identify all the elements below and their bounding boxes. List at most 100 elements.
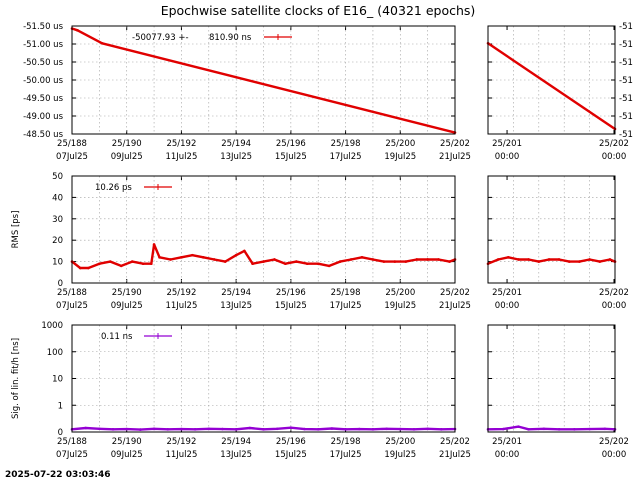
sig-zoom-panel: 25/201 00:00 25/202 00:00: [486, 324, 629, 460]
data-point: [119, 264, 123, 268]
data-point: [284, 262, 287, 266]
x-tick-label: 25/190: [112, 139, 142, 149]
data-point: [517, 258, 520, 261]
x-tick-label-date: 11Jul25: [165, 152, 197, 162]
data-point: [557, 428, 561, 431]
x-tick-label: 25/200: [385, 437, 415, 447]
x-tick-label: 25/202: [440, 437, 470, 447]
data-point: [542, 427, 546, 431]
x-tick-label-date: 17Jul25: [330, 152, 362, 162]
y-tick-label: -50.50 us: [23, 58, 63, 68]
x-tick-label-date: 00:00: [495, 301, 520, 311]
data-series-line: [487, 256, 616, 265]
chart-panels: -48.50 us -49.00 us -49.50 us -50.00 us -50.…: [11, 22, 633, 460]
data-point: [212, 258, 216, 261]
data-point: [501, 427, 505, 431]
data-point: [111, 428, 115, 431]
data-point: [547, 258, 551, 261]
x-tick-label: 25/200: [385, 139, 415, 149]
x-tick-label: 25/188: [57, 437, 87, 447]
data-point: [588, 258, 591, 261]
data-point: [385, 427, 388, 431]
legend-value-secondary: 810.90 ns: [209, 33, 252, 43]
data-point: [295, 260, 298, 263]
data-point: [382, 260, 386, 263]
y-tick-label: 30: [52, 215, 63, 225]
rms-main-panel: 0 10 20 30 40 50 25/188 07Jul25 25/190 09Jul25 25/…: [11, 172, 471, 311]
data-point: [84, 426, 87, 430]
data-point: [393, 260, 397, 263]
data-point: [125, 427, 129, 431]
x-tick-label-date: 00:00: [602, 152, 627, 162]
x-tick-label-date: 21Jul25: [439, 301, 471, 311]
data-point: [448, 260, 451, 263]
x-tick-label-date: 11Jul25: [165, 301, 197, 311]
data-point: [130, 260, 134, 263]
y-tick-label: -48.50 us: [23, 130, 63, 140]
data-point: [243, 249, 246, 253]
plot-frame: [71, 175, 456, 284]
data-point: [527, 258, 530, 261]
x-tick-label-date: 17Jul25: [330, 301, 362, 311]
data-point: [598, 260, 602, 263]
data-point: [426, 427, 429, 431]
data-point: [517, 425, 520, 428]
data-point: [202, 256, 205, 259]
data-point: [440, 428, 443, 431]
data-point: [360, 256, 364, 259]
data-point: [100, 41, 104, 45]
data-point: [166, 428, 170, 431]
plot-frame: [487, 25, 616, 135]
x-tick-label: 25/201: [492, 437, 522, 447]
data-point: [193, 428, 197, 431]
data-point: [76, 29, 79, 32]
data-point: [507, 256, 510, 259]
data-point: [437, 258, 440, 261]
data-point: [275, 427, 279, 431]
y-tick-label: 40: [52, 193, 63, 203]
data-point: [158, 256, 161, 259]
data-point: [603, 427, 607, 431]
x-tick-label-date: 11Jul25: [165, 450, 197, 460]
data-point: [180, 256, 183, 259]
data-point: [289, 426, 293, 430]
x-tick-label: 25/188: [57, 139, 87, 149]
x-tick-label: 25/190: [112, 288, 142, 298]
data-point: [78, 266, 82, 270]
x-tick-label: 25/196: [276, 437, 306, 447]
data-series-line: [71, 27, 456, 134]
data-point: [567, 260, 571, 263]
y-tick-label: -51: [619, 94, 633, 104]
data-point: [221, 427, 224, 431]
data-point: [234, 253, 238, 257]
data-point: [330, 427, 334, 430]
y-tick-label: 100: [47, 348, 63, 358]
x-tick-label: 25/198: [331, 139, 361, 149]
x-tick-label: 25/201: [492, 139, 522, 149]
y-tick-label: 1: [58, 401, 63, 411]
sig-main-panel: 0 1 10 100 1000 25/188 07Jul25 25/190 09Jul25 25/…: [11, 321, 471, 460]
x-tick-label-date: 17Jul25: [330, 450, 362, 460]
data-point: [349, 258, 353, 261]
data-point: [262, 428, 265, 431]
data-point: [234, 428, 238, 431]
data-point: [371, 258, 375, 261]
clock-main-panel: -48.50 us -49.00 us -49.50 us -50.00 us -50.…: [23, 22, 471, 162]
data-point: [426, 258, 429, 261]
x-tick-label: 25/198: [331, 437, 361, 447]
data-point: [251, 262, 254, 266]
figure-title: Epochwise satellite clocks of E16_ (4032…: [161, 3, 476, 18]
generation-timestamp: 2025-07-22 03:03:46: [5, 470, 110, 480]
x-tick-label-date: 15Jul25: [275, 301, 307, 311]
y-tick-label: 10: [52, 375, 63, 385]
data-point: [496, 258, 500, 261]
legend-value: 10.26 ps: [95, 183, 132, 193]
x-tick-label-date: 07Jul25: [56, 152, 88, 162]
data-point: [588, 427, 591, 431]
plot-frame: [487, 175, 616, 284]
y-tick-label: -51.00 us: [23, 40, 63, 50]
plot-frame: [71, 324, 456, 433]
data-point: [344, 428, 347, 431]
x-tick-label-date: 21Jul25: [439, 450, 471, 460]
data-point: [398, 427, 402, 431]
